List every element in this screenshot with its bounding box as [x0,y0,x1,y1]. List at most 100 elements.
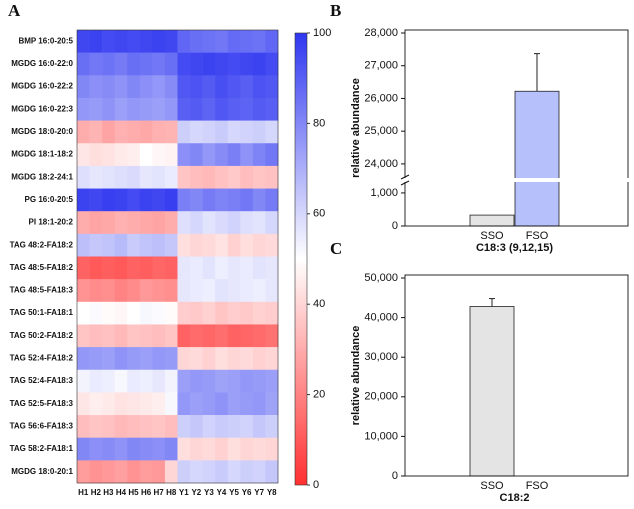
heatmap-cell [227,52,241,76]
heatmap-cell [77,392,90,416]
x-tick-label: SSO [480,230,504,242]
heatmap-cell [215,165,229,189]
column-label: H3 [103,488,114,497]
heatmap-cell [164,437,178,461]
heatmap-cell [127,460,141,484]
heatmap-cell [227,120,241,144]
heatmap-cell [240,188,254,212]
row-label: TAG 50:2-FA18:2 [10,331,74,340]
heatmap-cell [102,279,115,303]
heatmap-cell [152,75,166,99]
heatmap-cell [202,256,216,280]
heatmap-cell [215,415,229,438]
column-label: H4 [116,488,127,497]
heatmap-cell [89,392,103,416]
heatmap-cell [265,347,279,371]
heatmap-cell [177,30,191,53]
heatmap-cell [77,188,90,212]
heatmap-cell [202,30,216,53]
row-label: PG 16:0-20:5 [25,195,74,204]
heatmap-cell [127,165,141,189]
heatmap-cell [227,97,241,121]
row-label: TAG 50:1-FA18:1 [10,308,74,317]
row-label: MGDG 18:1-18:2 [11,150,73,159]
heatmap-cell [177,279,191,303]
heatmap-cell [102,369,115,393]
heatmap-cell [240,143,254,167]
heatmap-cell [114,75,128,99]
heatmap-cell [89,75,103,99]
heatmap-cell [177,415,191,438]
heatmap-cell [164,143,178,167]
heatmap-cell [215,369,229,393]
heatmap-cell [164,75,178,99]
row-label: TAG 52:4-FA18:2 [10,354,74,363]
axes-frame [404,29,629,227]
heatmap-frame [76,29,279,484]
row-label: TAG 58:2-FA18:1 [10,444,74,453]
y-tick-label: 40,000 [364,312,398,324]
heatmap-cell [190,188,203,212]
column-label: H7 [154,488,165,497]
column-label: H6 [141,488,152,497]
heatmap-cell [102,301,115,325]
heatmap-cell [89,120,103,144]
heatmap-cell [152,233,166,257]
heatmap-cell [139,369,153,393]
heatmap-cell [240,369,254,393]
heatmap-cell [77,369,90,393]
heatmap-cell [77,233,90,257]
y-tick-label: 27,000 [364,60,398,72]
bar [469,306,515,477]
heatmap-cell [139,437,153,461]
heatmap-cell [252,392,266,416]
heatmap-cell [240,347,254,371]
row-label: PI 18:1-20:2 [29,218,74,227]
heatmap-cell [265,211,279,235]
heatmap-cell [89,324,103,348]
heatmap-cell [127,120,141,144]
heatmap-cell [89,415,103,438]
heatmap-cell [127,30,141,53]
column-label: Y7 [254,488,264,497]
heatmap-cell [227,392,241,416]
heatmap-cell [215,279,229,303]
heatmap-cell [177,165,191,189]
y-axis-title: relative abundance [350,326,362,426]
heatmap-cell [202,324,216,348]
heatmap-cell [127,347,141,371]
heatmap-cell [240,165,254,189]
panel-label: C [330,239,342,258]
heatmap-cell [202,460,216,484]
heatmap-cell [202,369,216,393]
heatmap-cell [114,188,128,212]
heatmap-cell [190,30,203,53]
heatmap-cell [252,301,266,325]
heatmap-cell [202,143,216,167]
heatmap-cell [252,347,266,371]
heatmap-cell [215,211,229,235]
heatmap-cell [102,460,115,484]
row-label: TAG 48:5-FA18:2 [10,263,74,272]
heatmap-cell [177,324,191,348]
heatmap-cell [215,256,229,280]
heatmap-cell [127,75,141,99]
heatmap-cell [139,347,153,371]
heatmap-cell [177,188,191,212]
heatmap-cell [152,347,166,371]
column-label: H2 [91,488,102,497]
heatmap-cell [190,143,203,167]
axes-frame [404,274,629,477]
heatmap-cell [202,75,216,99]
heatmap-cell [114,97,128,121]
heatmap-cell [252,437,266,461]
heatmap-cell [164,256,178,280]
x-axis-title: C18:2 [500,492,530,504]
heatmap-cell [127,324,141,348]
heatmap-cell [77,437,90,461]
heatmap-cell [202,347,216,371]
heatmap-cell [127,369,141,393]
heatmap-cell [89,211,103,235]
heatmap-cell [240,97,254,121]
heatmap-cell [164,347,178,371]
